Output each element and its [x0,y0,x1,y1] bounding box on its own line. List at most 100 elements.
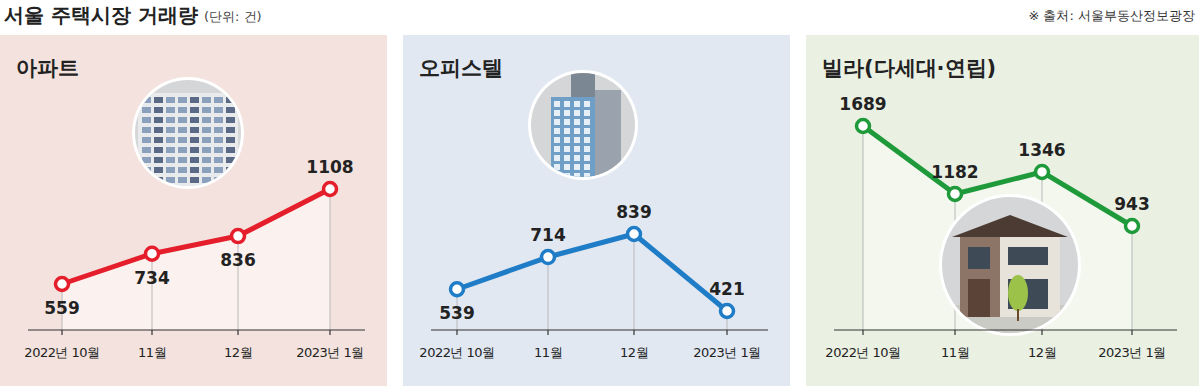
window [166,127,175,133]
marker [949,187,962,200]
window [214,177,223,183]
x-tick-label: 2022년 10월 [825,345,900,360]
window [202,167,211,173]
marker [146,247,159,260]
window [584,101,590,107]
window [190,137,199,143]
door [968,279,990,317]
window [214,147,223,153]
x-tick-label: 2023년 1월 [296,345,364,360]
x-tick [329,330,330,335]
window [142,107,151,113]
guide-line [863,126,864,330]
x-tick-label: 12월 [224,345,252,360]
x-tick [237,330,238,335]
x-tick [1131,330,1132,335]
data-label: 734 [134,268,170,288]
x-tick-label: 2022년 10월 [24,345,99,360]
window [226,147,235,153]
panel-bg [403,35,790,386]
window [190,107,199,113]
chart-title: 빌라(다세대·연립) [822,56,996,80]
window [574,119,580,125]
guide-line [152,254,153,330]
window [178,117,187,123]
marker [232,230,245,243]
x-tick [456,330,457,335]
window [226,137,235,143]
panel-bg [806,35,1199,386]
window [202,147,211,153]
data-label: 1689 [839,94,886,114]
panel-bg [0,35,387,386]
marks [857,120,1139,233]
window [574,101,580,107]
x-tick [862,330,863,335]
window [166,147,175,153]
data-label: 559 [44,298,80,318]
window [142,127,151,133]
window [214,97,223,103]
window [166,107,175,113]
x-tick-label: 11월 [138,345,166,360]
x-tick [726,330,727,335]
unit: (단위: 건) [204,9,262,24]
window [584,137,590,143]
window [142,137,151,143]
window [554,137,560,143]
x-tick [61,330,62,335]
window [142,157,151,163]
house-side [960,237,1000,317]
data-label: 539 [439,303,475,323]
window [178,177,187,183]
window [564,173,570,179]
window [190,167,199,173]
window [226,167,235,173]
window [202,127,211,133]
chart-title: 아파트 [16,56,79,80]
window [574,155,580,161]
window [584,155,590,161]
window [584,146,590,152]
window [202,137,211,143]
window [564,146,570,152]
source: ※ 출처: 서울부동산정보광장 [1028,8,1195,23]
data-label: 839 [616,202,652,222]
window [154,167,163,173]
data-label: 1182 [931,162,978,182]
window [178,167,187,173]
building [138,93,238,193]
panel: 빌라(다세대·연립)2022년 10월11월12월2023년 1월1689118… [806,35,1199,386]
window [214,167,223,173]
marker [1126,220,1139,233]
window [202,97,211,103]
window [226,107,235,113]
tree [1008,275,1028,311]
window [564,119,570,125]
window [202,177,211,183]
window [554,101,560,107]
window [554,164,560,170]
x-axis [28,329,365,330]
data-label: 836 [220,250,256,270]
window [178,97,187,103]
window [154,117,163,123]
x-tick [1041,330,1042,335]
roof [952,215,1068,237]
window [1008,247,1048,265]
x-tick [633,330,634,335]
icon [138,93,238,193]
window [226,127,235,133]
window [554,155,560,161]
window [564,101,570,107]
building [593,90,621,190]
x-axis [834,329,1177,330]
window [178,107,187,113]
window [166,177,175,183]
window [142,97,151,103]
panel: 아파트2022년 10월11월12월2023년 1월5597348361108 [0,35,387,386]
building [571,70,595,100]
icon-ring [939,194,1081,336]
house [960,237,1060,317]
window [142,117,151,123]
